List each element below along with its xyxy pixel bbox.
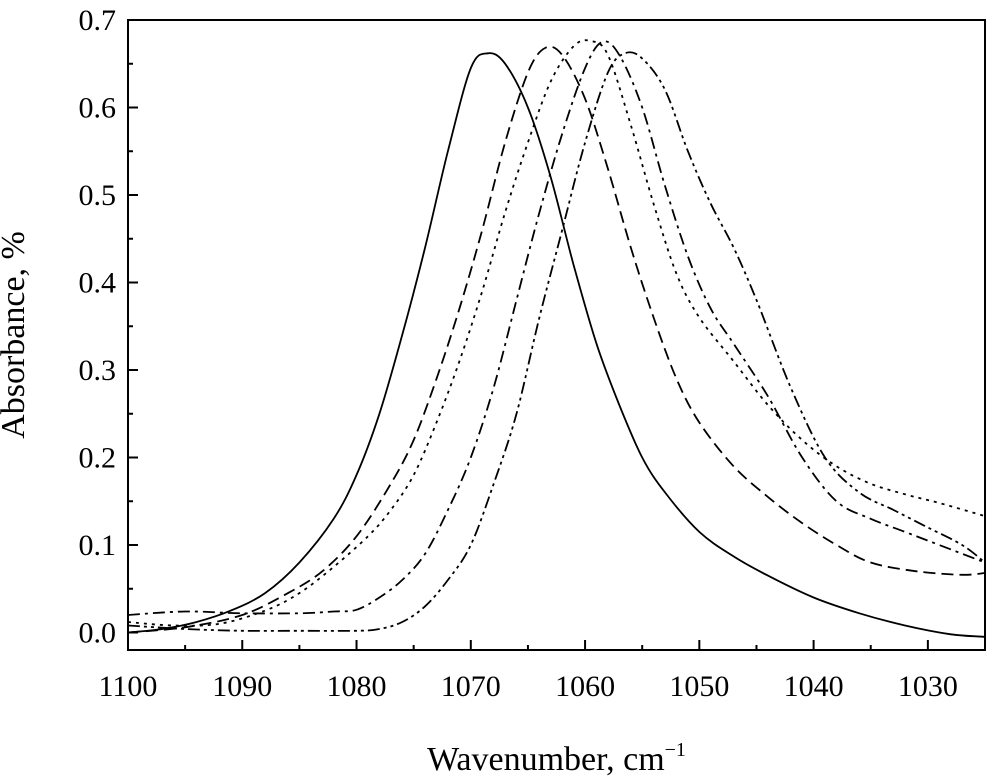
ticks-layer: 1100 1090 1080 1070 1060 1050 1040 1030 0.0 0.1 0.… xyxy=(79,4,986,703)
x-tick-label: 1090 xyxy=(212,670,272,703)
y-tick-label: 0.5 xyxy=(79,179,117,212)
y-tick-label: 0.0 xyxy=(79,617,117,650)
y-tick-label: 0.1 xyxy=(79,529,117,562)
x-tick-label: 1070 xyxy=(441,670,501,703)
y-tick-label: 0.3 xyxy=(79,354,117,387)
series-line-1 xyxy=(128,52,985,638)
x-tick-label: 1040 xyxy=(784,670,844,703)
series-line-4 xyxy=(128,40,985,616)
x-tick-label: 1060 xyxy=(555,670,615,703)
y-tick-label: 0.7 xyxy=(79,4,117,37)
series-layer xyxy=(128,39,985,638)
x-tick-label: 1100 xyxy=(99,670,158,703)
x-tick-label: 1050 xyxy=(669,670,729,703)
y-tick-label: 0.6 xyxy=(79,92,117,125)
y-axis-label: Absorbance, % xyxy=(0,231,32,439)
series-line-3 xyxy=(128,39,985,627)
x-axis-label-text: Wavenumber, cm xyxy=(427,741,665,778)
series-line-2 xyxy=(128,45,985,634)
y-tick-label: 0.4 xyxy=(79,267,117,300)
plot-frame xyxy=(127,19,986,651)
x-tick-label: 1080 xyxy=(327,670,387,703)
x-tick-label: 1030 xyxy=(898,670,958,703)
series-line-5 xyxy=(128,51,985,632)
x-axis-label: Wavenumber, cm−1 xyxy=(427,739,686,778)
x-axis-label-superscript: −1 xyxy=(665,739,686,761)
y-tick-label: 0.2 xyxy=(79,442,117,475)
